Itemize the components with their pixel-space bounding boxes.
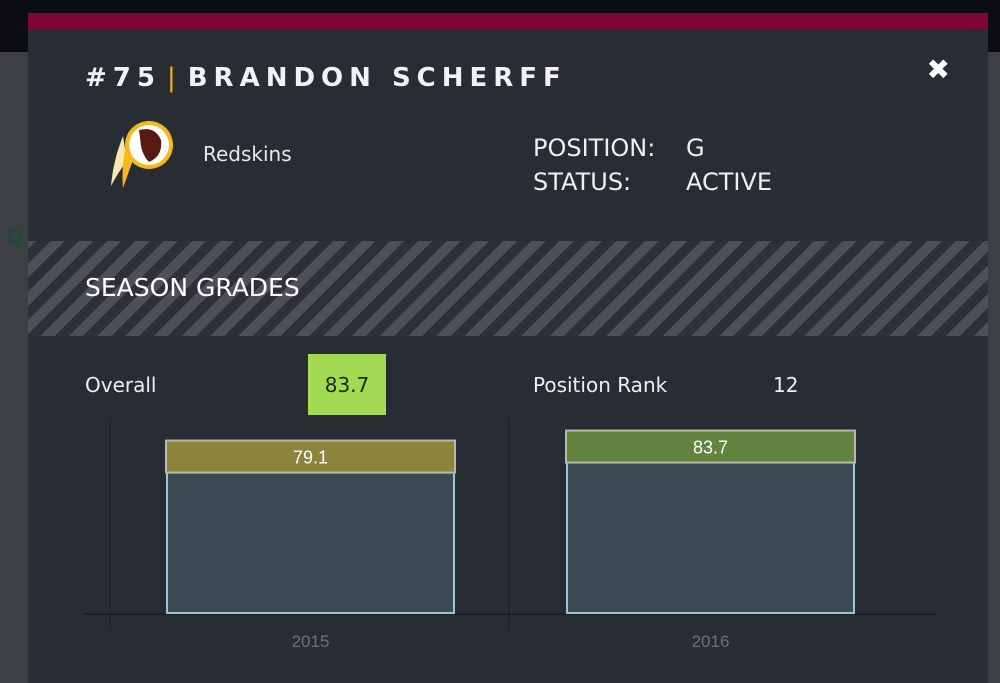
- background-text-fragment: Q: [6, 226, 24, 250]
- bar-label-box-2016: [565, 429, 856, 464]
- section-title: SEASON GRADES: [85, 273, 300, 302]
- close-icon[interactable]: ✖: [926, 53, 950, 86]
- status-label: STATUS:: [533, 168, 632, 196]
- status-value: ACTIVE: [686, 168, 773, 196]
- position-label: POSITION:: [533, 134, 656, 162]
- x-tick-label-2015: 2015: [292, 632, 330, 651]
- section-header: SEASON GRADES: [28, 241, 988, 336]
- player-info: POSITION: G STATUS: ACTIVE: [533, 131, 772, 199]
- bar-2016: [566, 461, 855, 614]
- position-rank-value: 12: [773, 373, 799, 397]
- bar-2015: [166, 471, 455, 615]
- player-name: BRANDON SCHERFF: [187, 63, 567, 93]
- player-number: #75: [85, 63, 161, 93]
- position-value: G: [686, 134, 705, 162]
- x-tick-label-2016: 2016: [692, 632, 730, 651]
- overall-grade-badge: 83.7: [308, 354, 386, 415]
- data-label-2016: 83.7: [693, 438, 728, 458]
- bar-label-box-2015: [165, 439, 456, 474]
- position-rank-label: Position Rank: [533, 373, 668, 397]
- title-separator: |: [166, 63, 182, 93]
- data-label-2015: 79.1: [293, 448, 328, 468]
- team-name: Redskins: [203, 142, 292, 166]
- player-title: #75 | BRANDON SCHERFF: [85, 63, 567, 93]
- team-logo: [111, 121, 173, 188]
- overall-label: Overall: [85, 373, 157, 397]
- team-color-bar: [28, 13, 988, 29]
